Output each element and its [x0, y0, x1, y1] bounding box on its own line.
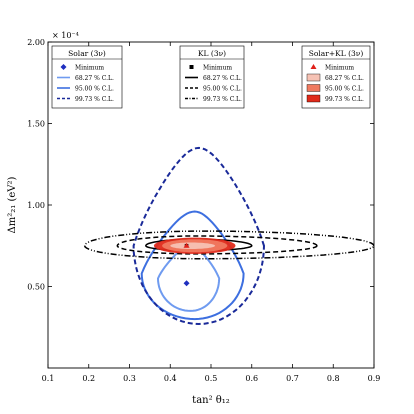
contour-solarkl-68_27 [170, 242, 216, 249]
legend-entry-label: 68.27 % C.L. [325, 75, 364, 82]
legend-entry-label: 68.27 % C.L. [75, 75, 114, 82]
minimum-solar-marker [183, 280, 190, 287]
legend-kl: KL (3ν) Minimum 68.27 % C.L. 95.00 % C.L. 99… [179, 45, 245, 109]
x-tick-label: 0.5 [205, 374, 218, 383]
legend-group: Solar (3ν) Minimum 68.27 % C.L. 95.00 % C.L… [51, 45, 371, 109]
legend-marker [60, 64, 67, 70]
minimum-solarkl-marker [183, 242, 190, 248]
x-tick-label: 0.6 [245, 374, 258, 383]
legend-entry-label: Minimum [75, 65, 104, 72]
legend-entry-label: Minimum [203, 65, 232, 72]
legend-entry-label: 99.73 % C.L. [325, 96, 364, 103]
y-axis-label: Δm²₂₁ (eV²) [7, 176, 18, 233]
contour-group [83, 146, 374, 326]
legend-marker [189, 65, 194, 69]
legend-swatch [306, 84, 321, 92]
x-tick-label: 0.8 [327, 374, 340, 383]
y-tick-label: 0.50 [27, 283, 45, 292]
legend-solarkl: Solar+KL (3ν) Minimum 68.27 % C.L. 95.00 % … [301, 45, 371, 109]
x-tick-label: 0.1 [42, 374, 55, 383]
legend-swatch [306, 73, 321, 82]
y-scale-factor: × 10⁻⁴ [52, 31, 79, 40]
x-tick-label: 0.7 [286, 374, 299, 383]
minima-group [183, 242, 190, 287]
legend-entry-label: 95.00 % C.L. [75, 86, 114, 93]
contour-kl-95_00 [116, 235, 318, 255]
legend-entry-label: Minimum [325, 65, 354, 72]
legend-swatch [306, 94, 321, 103]
legend-entry-label: 95.00 % C.L. [325, 86, 364, 93]
x-tick-label: 0.9 [368, 374, 381, 383]
x-axis: 0.1 0.2 0.3 0.4 0.5 0.6 0.7 0.8 0.9 [42, 42, 381, 383]
legend-entry-label: 99.73 % C.L. [203, 96, 242, 103]
legend-title: Solar (3ν) [68, 49, 106, 58]
y-tick-label: 2.00 [27, 38, 45, 47]
legend-title: KL (3ν) [198, 49, 226, 58]
legend-entry-label: 99.73 % C.L. [75, 96, 114, 103]
x-tick-label: 0.3 [123, 374, 136, 383]
y-axis: 0.50 1.00 1.50 2.00 [27, 38, 374, 292]
legend-entry-label: 95.00 % C.L. [203, 86, 242, 93]
contour-kl-99_73 [83, 230, 374, 260]
legend-marker [310, 64, 317, 69]
legend-title: Solar+KL (3ν) [309, 49, 364, 58]
x-tick-label: 0.4 [164, 374, 177, 383]
contour-solar-95_00 [140, 210, 245, 321]
contour-solar-99_73 [132, 146, 266, 326]
y-tick-label: 1.50 [27, 120, 45, 129]
x-tick-label: 0.2 [82, 374, 95, 383]
x-axis-label: tan² θ₁₂ [192, 395, 230, 406]
legend-entry-label: 68.27 % C.L. [203, 75, 242, 82]
y-tick-label: 1.00 [27, 201, 45, 210]
legend-solar: Solar (3ν) Minimum 68.27 % C.L. 95.00 % C.L… [51, 45, 123, 109]
